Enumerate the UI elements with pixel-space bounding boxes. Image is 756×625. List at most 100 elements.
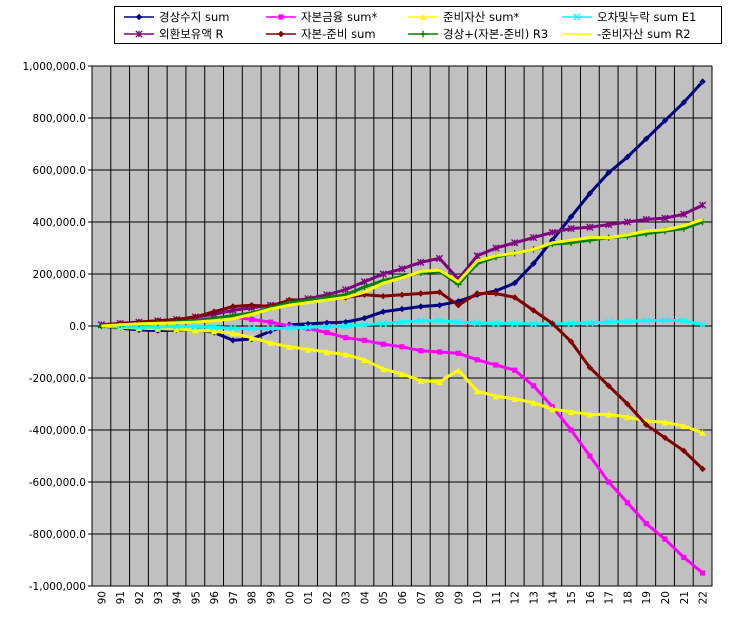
x-tick-label: 92 xyxy=(134,591,146,604)
data-point xyxy=(661,434,669,441)
data-point xyxy=(530,399,537,406)
data-point xyxy=(192,326,199,334)
x-tick-label: 16 xyxy=(585,591,597,605)
data-point xyxy=(567,408,575,415)
data-point xyxy=(417,290,424,297)
data-point xyxy=(436,349,443,355)
data-point xyxy=(661,316,669,324)
x-tick-label: 04 xyxy=(359,591,371,605)
data-point xyxy=(455,367,462,374)
x-tick-label: 95 xyxy=(190,591,202,604)
data-point xyxy=(418,348,424,354)
data-point xyxy=(173,325,180,333)
x-tick-label: 06 xyxy=(397,591,409,605)
data-point xyxy=(529,233,538,242)
data-point xyxy=(605,382,612,389)
data-point xyxy=(398,318,406,326)
data-point xyxy=(398,305,406,313)
x-tick-label: 18 xyxy=(622,591,634,604)
data-point xyxy=(661,419,669,426)
data-point xyxy=(267,339,274,347)
data-point xyxy=(605,169,612,176)
data-point xyxy=(698,201,707,209)
legend-swatch-icon xyxy=(124,30,154,38)
data-point xyxy=(379,319,387,328)
data-point xyxy=(417,303,424,310)
data-point xyxy=(624,413,631,421)
data-point xyxy=(623,317,632,326)
data-point xyxy=(567,319,575,328)
data-point xyxy=(549,320,556,327)
data-point xyxy=(530,307,537,314)
y-axis: 1,000,000.0 800,000.0 600,000.0 400,000.0 20… xyxy=(23,61,92,593)
x-axis: 90 91 92 93 94 95 96 97 98 99 00 01 02 03 04 05 06 07 08 09… xyxy=(96,591,709,605)
x-tick-label: 14 xyxy=(547,591,559,605)
data-point xyxy=(210,323,218,331)
legend-swatch-icon xyxy=(562,33,592,35)
y-tick-label: 0.0 xyxy=(69,321,86,333)
x-tick-label: 19 xyxy=(641,591,653,604)
data-point xyxy=(549,237,556,244)
legend-swatch-icon xyxy=(562,13,592,21)
data-point xyxy=(229,324,237,332)
data-point xyxy=(492,393,500,400)
data-point xyxy=(192,313,199,321)
data-point xyxy=(492,319,500,328)
data-point xyxy=(680,210,688,218)
data-point xyxy=(266,324,275,333)
data-point xyxy=(624,400,631,408)
data-point xyxy=(436,302,443,309)
data-point xyxy=(278,14,284,20)
data-point xyxy=(473,387,481,395)
legend-label: 준비자산 sum* xyxy=(443,10,520,24)
data-point xyxy=(419,30,427,38)
data-point xyxy=(624,500,631,506)
data-point xyxy=(435,254,444,263)
data-point xyxy=(324,329,330,336)
data-point xyxy=(530,260,537,267)
data-point xyxy=(699,429,706,436)
data-point xyxy=(248,302,255,309)
data-point xyxy=(568,427,574,433)
x-tick-label: 02 xyxy=(322,591,334,604)
legend-swatch-icon xyxy=(266,30,296,38)
legend-label: 자본-준비 sum xyxy=(301,27,376,41)
x-tick-label: 96 xyxy=(209,591,221,605)
data-point xyxy=(662,536,668,542)
x-tick-label: 00 xyxy=(284,591,296,604)
data-point xyxy=(380,365,387,373)
data-point xyxy=(511,279,518,287)
data-point xyxy=(643,135,650,142)
data-point xyxy=(698,321,707,329)
x-tick-label: 17 xyxy=(604,591,616,604)
data-point xyxy=(586,411,594,418)
data-point xyxy=(511,395,518,402)
x-tick-label: 05 xyxy=(378,591,390,604)
data-point xyxy=(380,341,386,347)
data-point xyxy=(699,465,706,473)
x-tick-label: 20 xyxy=(660,591,672,604)
data-point xyxy=(379,270,387,278)
data-point xyxy=(342,351,349,358)
series-3 xyxy=(97,316,707,333)
data-point xyxy=(229,337,237,344)
data-point xyxy=(419,13,427,21)
data-point xyxy=(210,308,218,315)
data-point xyxy=(511,239,519,247)
data-point xyxy=(361,315,368,322)
data-point xyxy=(135,13,143,21)
data-point xyxy=(285,324,293,332)
data-point xyxy=(529,320,538,328)
data-point xyxy=(455,350,461,356)
data-point xyxy=(567,213,575,220)
data-point xyxy=(473,319,481,327)
data-point xyxy=(380,308,387,315)
data-point xyxy=(699,78,706,85)
y-tick-label: 800,000.0 xyxy=(33,113,86,125)
data-point xyxy=(530,383,537,389)
x-tick-label: 91 xyxy=(115,591,127,604)
legend-swatch-icon xyxy=(408,30,438,38)
data-point xyxy=(493,362,499,368)
x-tick-label: 93 xyxy=(153,591,165,604)
